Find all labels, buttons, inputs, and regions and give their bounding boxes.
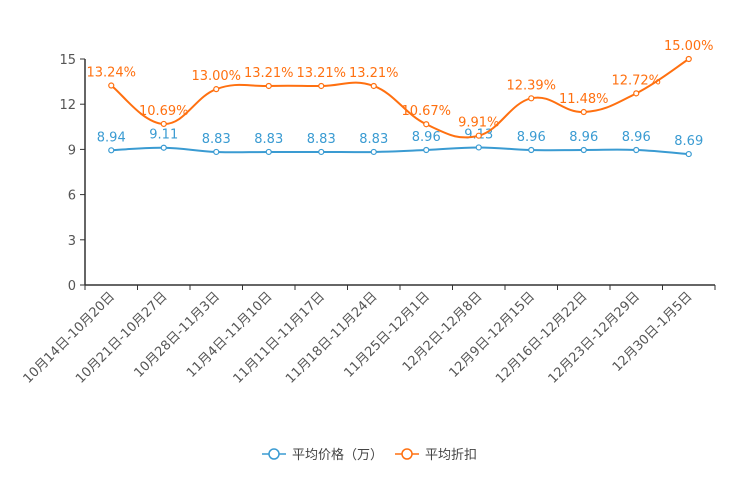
data-point (423, 121, 430, 128)
data-point (370, 148, 377, 156)
x-tick-label: 12月23日-12月29日 (546, 289, 643, 386)
data-point (160, 120, 167, 128)
data-point (528, 95, 535, 102)
x-tick-label: 11月18日-11月24日 (283, 289, 380, 386)
data-label: 13.00% (191, 69, 241, 84)
legend-marker-icon (401, 448, 413, 460)
y-tick-label: 9 (68, 143, 76, 158)
data-point (160, 144, 167, 151)
data-point (528, 146, 535, 154)
data-point (213, 86, 220, 93)
x-tick-label: 10月21日-10月27日 (73, 289, 170, 386)
y-tick-label: 12 (59, 98, 76, 113)
data-label: 8.83 (254, 132, 283, 147)
data-label: 8.96 (622, 130, 651, 145)
data-point (265, 148, 272, 156)
data-point (423, 146, 430, 154)
data-label: 8.94 (97, 130, 126, 145)
data-point (475, 132, 482, 139)
data-point (318, 148, 325, 156)
data-label: 8.69 (674, 134, 703, 149)
legend-item-label[interactable]: 平均折扣 (425, 448, 477, 463)
y-tick-label: 6 (68, 189, 76, 204)
data-label: 9.91% (458, 116, 499, 131)
series-line-0 (111, 146, 689, 156)
data-point (580, 146, 587, 154)
data-label: 13.21% (296, 66, 346, 81)
data-label: 12.39% (506, 78, 556, 93)
y-tick-label: 3 (68, 234, 76, 249)
data-label: 15.00% (664, 39, 714, 54)
data-point (108, 147, 115, 154)
y-tick-label: 15 (59, 53, 76, 68)
data-point (633, 146, 640, 154)
data-point (108, 82, 115, 89)
data-label: 11.48% (559, 92, 609, 107)
data-label: 13.21% (244, 66, 294, 81)
data-point (370, 82, 377, 90)
data-label: 8.83 (202, 132, 231, 147)
data-point (633, 90, 640, 97)
data-point (318, 82, 325, 90)
data-label: 8.83 (307, 132, 336, 147)
data-label: 13.24% (86, 66, 136, 81)
data-point (213, 148, 220, 156)
legend-item-label[interactable]: 平均价格（万） (292, 447, 383, 463)
x-tick-label: 12月16日-12月22日 (493, 289, 590, 386)
data-label: 8.96 (412, 130, 441, 145)
data-point (475, 144, 482, 151)
x-tick-label: 11月11日-11月17日 (231, 289, 328, 386)
data-label: 9.11 (149, 128, 178, 143)
data-label: 12.72% (611, 73, 661, 88)
data-label: 8.96 (517, 130, 546, 145)
data-label: 10.69% (139, 104, 189, 119)
data-label: 8.96 (569, 130, 598, 145)
data-point (265, 82, 272, 90)
data-label: 13.21% (349, 66, 399, 81)
legend-marker-icon (268, 448, 280, 460)
data-label: 8.83 (359, 132, 388, 147)
data-point (580, 108, 587, 116)
data-point (685, 55, 692, 63)
data-point (685, 150, 692, 158)
x-tick-label: 10月14日-10月20日 (21, 289, 118, 386)
y-tick-label: 0 (68, 279, 76, 294)
data-label: 10.67% (401, 104, 451, 119)
